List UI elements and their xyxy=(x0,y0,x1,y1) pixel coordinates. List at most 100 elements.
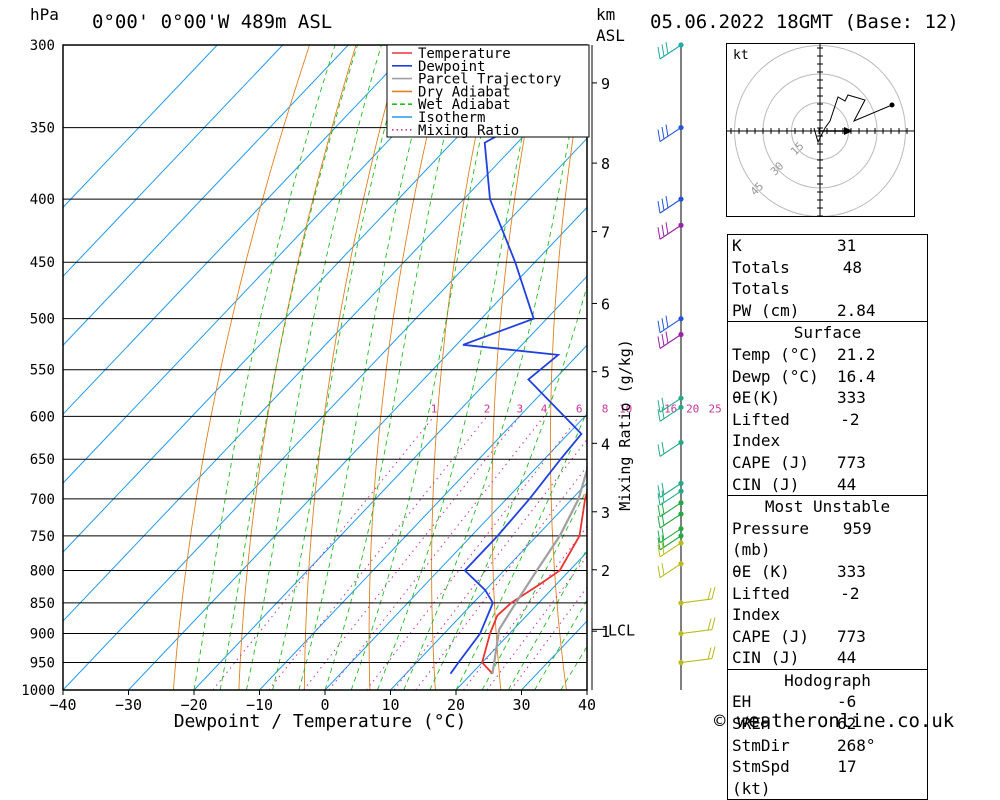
mixing-ratio-axis-label: Mixing Ratio (g/kg) xyxy=(616,339,634,511)
mixing-ratio-label: 1 xyxy=(431,402,438,415)
km-tick-label: 8 xyxy=(601,155,610,173)
hodograph-trace xyxy=(814,95,892,142)
x-tick-label: 40 xyxy=(578,696,596,714)
wind-barb-feather xyxy=(666,331,668,343)
pressure-tick-label: 650 xyxy=(30,452,55,468)
lcl-label: LCL xyxy=(608,621,635,639)
mu-value: 333 xyxy=(837,561,887,583)
surface-value: 333 xyxy=(837,387,887,409)
pressure-tick-label: 550 xyxy=(30,363,55,379)
most-unstable-heading: Most Unstable xyxy=(728,496,927,518)
pressure-tick-label: 800 xyxy=(30,563,55,579)
hodo-label: StmDir xyxy=(732,735,790,757)
wind-barb-feather xyxy=(662,45,664,57)
x-tick-label: −30 xyxy=(115,696,142,714)
x-tick-label: −40 xyxy=(49,696,76,714)
wet-adiabat xyxy=(194,45,335,690)
surface-label: Lifted Index xyxy=(732,409,840,452)
wind-barb-feather xyxy=(662,127,664,139)
km-tick-label: 3 xyxy=(601,504,610,522)
wet-adiabat xyxy=(246,45,381,690)
mu-label: CIN (J) xyxy=(732,647,799,669)
plot-frame xyxy=(63,45,587,690)
pressure-tick-label: 350 xyxy=(30,121,55,137)
pressure-tick-label: 950 xyxy=(30,656,55,672)
mu-label: θE (K) xyxy=(732,561,790,583)
mu-row: CIN (J)44 xyxy=(728,647,927,669)
pressure-tick-label: 850 xyxy=(30,596,55,612)
surface-value: 44 xyxy=(837,474,887,496)
wind-barb-feather xyxy=(712,647,715,659)
mixing-ratio-line xyxy=(511,416,715,690)
wind-barb-feather xyxy=(658,201,660,213)
index-value: 31 xyxy=(837,235,887,257)
mu-row: Lifted Index-2 xyxy=(728,583,927,626)
copyright[interactable]: © weatheronline.co.uk xyxy=(714,710,954,732)
wind-barb-feather xyxy=(666,196,668,208)
dry-adiabat xyxy=(239,27,362,690)
x-tick-label: 30 xyxy=(512,696,530,714)
mu-label: Lifted Index xyxy=(732,583,840,626)
index-label: K xyxy=(732,235,742,257)
index-label: Totals Totals xyxy=(732,257,843,300)
mixing-ratio-label: 25 xyxy=(708,402,721,415)
surface-label: CAPE (J) xyxy=(732,452,809,474)
index-value: 2.84 xyxy=(837,300,887,322)
hodograph-heading: Hodograph xyxy=(728,670,927,692)
surface-value: -2 xyxy=(840,409,887,452)
km-tick-label: 7 xyxy=(601,224,610,242)
wet-adiabat xyxy=(377,45,541,690)
wind-barb-feather xyxy=(666,125,668,137)
isotherm-line xyxy=(194,45,807,690)
mixing-ratio-label: 3 xyxy=(516,402,523,415)
wind-barb-feather xyxy=(662,563,664,575)
index-value: 48 xyxy=(843,257,887,300)
isotherm-line xyxy=(129,45,742,690)
surface-row: CIN (J)44 xyxy=(728,474,927,496)
wind-barb-feather xyxy=(666,42,668,54)
pressure-tick-label: 750 xyxy=(30,529,55,545)
isotherm-line xyxy=(0,45,479,690)
wet-adiabat xyxy=(220,45,357,690)
wind-barb-feather xyxy=(658,47,660,59)
mixing-ratio-line xyxy=(329,416,544,690)
wet-adiabat xyxy=(299,45,435,690)
mu-label: Pressure (mb) xyxy=(732,518,843,561)
mixing-ratio-label: 16 xyxy=(664,402,677,415)
surface-label: Temp (°C) xyxy=(732,344,819,366)
mu-row: CAPE (J)773 xyxy=(728,626,927,648)
wind-barb-feather xyxy=(662,199,664,211)
wind-barb-feather xyxy=(712,587,715,599)
pressure-tick-label: 400 xyxy=(30,192,55,208)
isotherm-line xyxy=(0,45,545,690)
hodograph-unit: kt xyxy=(733,48,749,63)
wet-adiabat xyxy=(325,45,466,690)
wind-barb-feather xyxy=(658,321,660,333)
wind-profile xyxy=(658,42,715,690)
wind-barb-shaft xyxy=(681,599,712,603)
surface-value: 773 xyxy=(837,452,887,474)
mu-row: θE (K) 333 xyxy=(728,561,927,583)
surface-row: Lifted Index-2 xyxy=(728,409,927,452)
mu-value: 773 xyxy=(837,626,887,648)
wind-barb-feather xyxy=(662,225,664,237)
legend-label: Mixing Ratio xyxy=(418,123,519,139)
wind-barb-feather xyxy=(658,516,660,528)
wind-barb-feather xyxy=(662,318,664,330)
pressure-tick-label: 900 xyxy=(30,627,55,643)
mixing-ratio-label: 2 xyxy=(484,402,491,415)
wind-barb-feather xyxy=(658,227,660,239)
hodograph-end-point xyxy=(890,103,895,108)
index-row: K 31 xyxy=(728,235,927,257)
surface-heading: Surface xyxy=(728,322,927,344)
wind-barb-feather xyxy=(658,444,660,456)
wind-barb-feather xyxy=(658,566,660,578)
mixing-ratio-line xyxy=(394,416,605,690)
hodo-value: 17 xyxy=(837,756,887,799)
wind-barb-feather xyxy=(658,336,660,348)
wind-barb-feather xyxy=(666,222,668,234)
